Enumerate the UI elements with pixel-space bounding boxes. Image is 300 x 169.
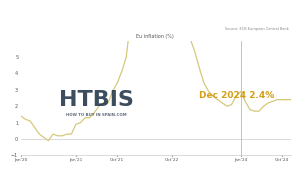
- Text: Source: ECB European Central Bank: Source: ECB European Central Bank: [224, 27, 288, 31]
- Text: European inflation reached its low?   2.4% as of Dec 24: European inflation reached its low? 2.4%…: [0, 14, 300, 24]
- Title: Eu inflation (%)  : Eu inflation (%): [136, 34, 176, 39]
- Text: Dec 2024 2.4%: Dec 2024 2.4%: [200, 91, 274, 100]
- Text: HTBIS: HTBIS: [59, 90, 134, 110]
- Text: HOW TO BUY IN SPAIN.COM: HOW TO BUY IN SPAIN.COM: [66, 113, 127, 117]
